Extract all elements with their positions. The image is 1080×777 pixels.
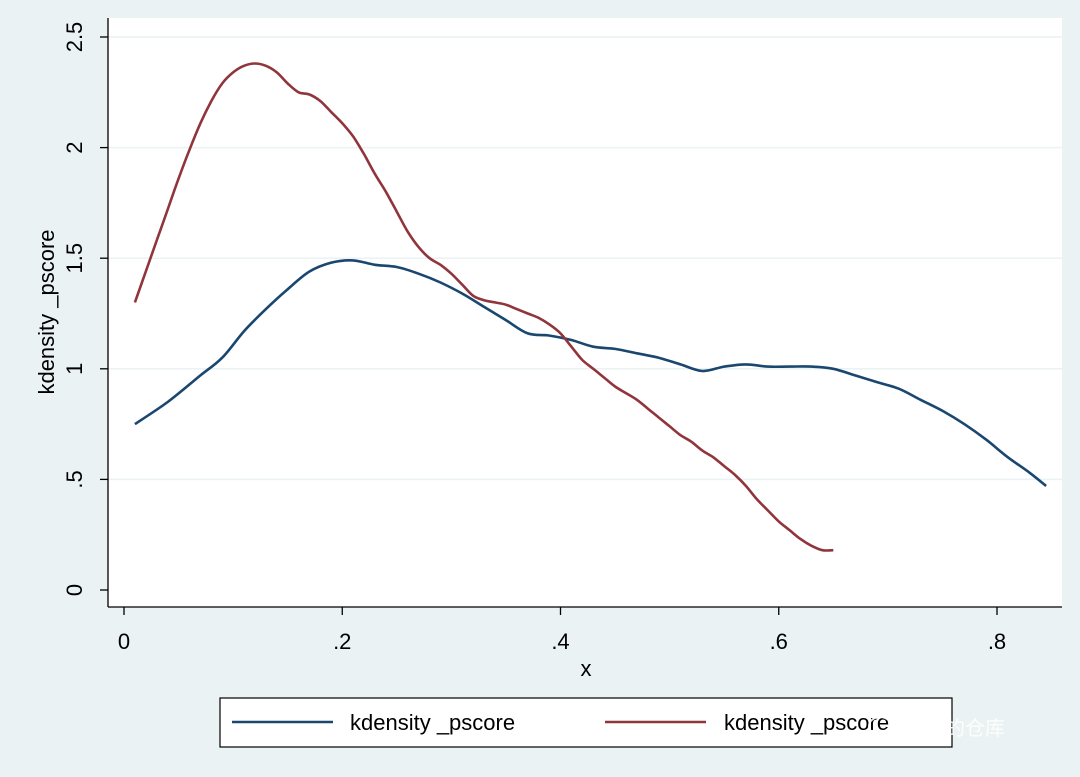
watermark: LWJ的仓库 xyxy=(868,716,1005,744)
plot-area xyxy=(108,18,1062,607)
x-axis-title: x xyxy=(581,656,592,681)
y-tick-label-0: 0 xyxy=(62,584,87,596)
legend-box xyxy=(219,697,953,748)
series-lines xyxy=(133,62,1047,552)
x-tick-label-1: .2 xyxy=(333,629,351,654)
legend-label-series-2: kdensity _pscore xyxy=(724,710,889,735)
legend-label-series-1: kdensity _pscore xyxy=(350,710,515,735)
x-tick-label-4: .8 xyxy=(988,629,1006,654)
y-tick-label-4: 2 xyxy=(62,141,87,153)
axes xyxy=(107,18,1062,608)
watermark-text: LWJ的仓库 xyxy=(910,716,1005,740)
x-tick-label-2: .4 xyxy=(551,629,569,654)
y-tick-label-5: 2.5 xyxy=(62,22,87,53)
y-axis-title: kdensity _pscore xyxy=(34,229,59,394)
y-tick-label-1: .5 xyxy=(62,470,87,488)
series-line-1 xyxy=(134,259,1047,488)
y-tick-label-2: 1 xyxy=(62,363,87,375)
ticks: 0 .5 1 1.5 2 2.5 0 .2 .4 .6 .8 xyxy=(62,22,1006,654)
x-tick-label-3: .6 xyxy=(770,629,788,654)
series-line-2 xyxy=(133,62,834,552)
x-tick-label-0: 0 xyxy=(118,629,130,654)
legend: kdensity _pscore kdensity _pscore xyxy=(219,697,953,748)
y-tick-label-3: 1.5 xyxy=(62,243,87,274)
grid-lines xyxy=(108,36,1062,481)
wechat-icon xyxy=(868,716,903,744)
